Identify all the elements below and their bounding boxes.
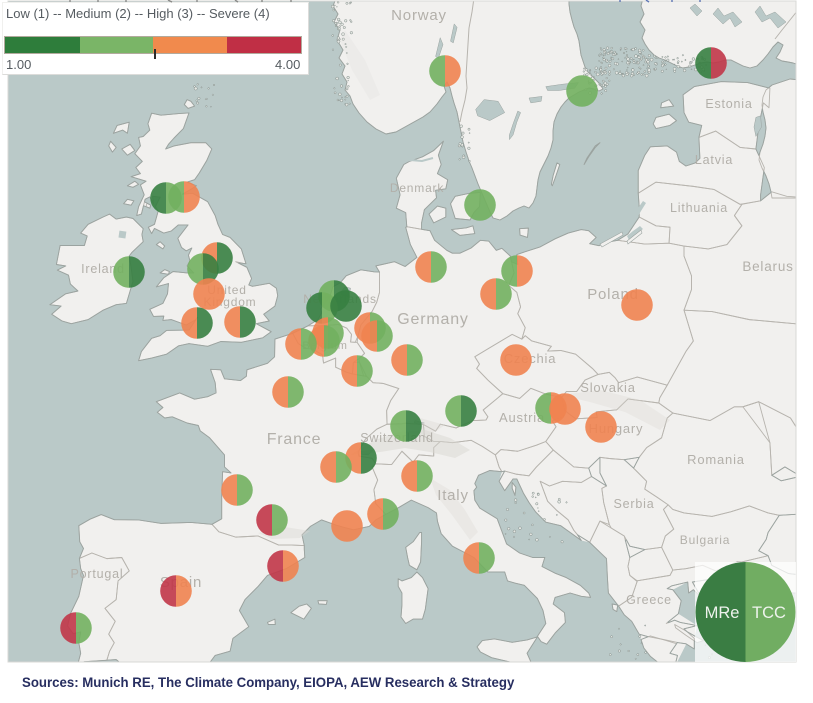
svg-text:Norway: Norway	[391, 7, 447, 24]
svg-text:Serbia: Serbia	[614, 497, 655, 511]
svg-text:Denmark: Denmark	[390, 181, 444, 195]
svg-text:Germany: Germany	[397, 311, 468, 328]
svg-text:Lithuania: Lithuania	[670, 201, 728, 215]
svg-text:MRe: MRe	[705, 604, 740, 622]
svg-text:Latvia: Latvia	[695, 153, 733, 167]
svg-text:France: France	[267, 431, 322, 448]
svg-text:Slovakia: Slovakia	[580, 380, 636, 395]
svg-text:Estonia: Estonia	[705, 97, 752, 111]
svg-text:Portugal: Portugal	[71, 567, 124, 581]
svg-text:Austria: Austria	[499, 410, 545, 425]
svg-text:Italy: Italy	[437, 487, 469, 504]
svg-text:TCC: TCC	[752, 604, 786, 622]
svg-text:Romania: Romania	[687, 452, 745, 467]
svg-text:Greece: Greece	[626, 593, 672, 607]
svg-text:Bulgaria: Bulgaria	[680, 533, 730, 547]
svg-text:Belarus: Belarus	[742, 259, 793, 274]
